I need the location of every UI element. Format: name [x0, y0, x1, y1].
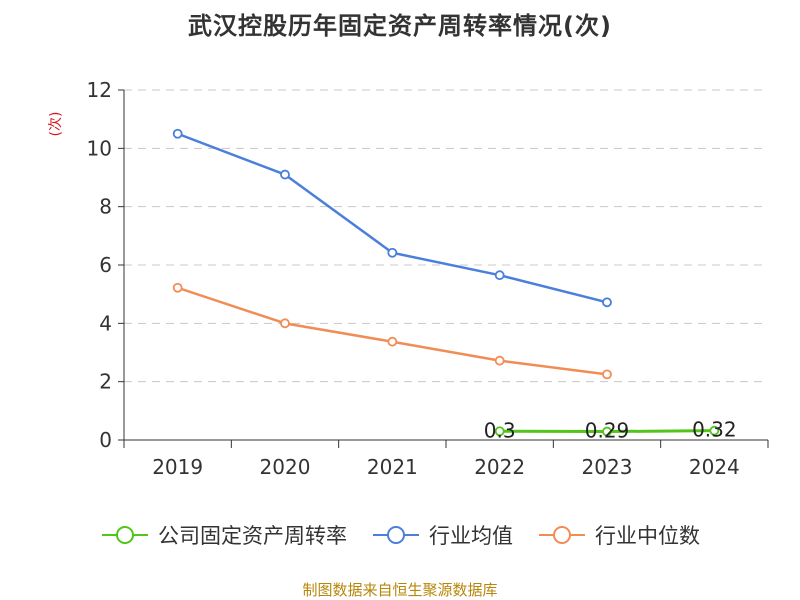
point-s2-2019 — [172, 282, 183, 293]
point-s1-2019 — [172, 128, 183, 139]
series-group — [172, 128, 720, 437]
point-s2-2022 — [494, 355, 505, 366]
point-s1-2021 — [387, 247, 398, 258]
point-s2-2021 — [387, 336, 398, 347]
point-s1-2020 — [280, 169, 290, 180]
legend-item-industry-median[interactable]: 行业中位数 — [537, 520, 700, 550]
series-line-1 — [177, 132, 608, 304]
y-tick-label-2: 2 — [99, 370, 112, 394]
point-s0-2023 — [602, 426, 612, 437]
x-tick-label-2020: 2020 — [260, 455, 311, 479]
x-tick-label-2021: 2021 — [367, 455, 418, 479]
y-tick-label-4: 4 — [99, 311, 112, 335]
y-axis-label: (次) — [48, 112, 64, 137]
point-s2-2020 — [280, 318, 290, 329]
axes: 0 2 4 6 8 10 12 2019 2020 2021 2022 2023 2024 — [87, 78, 769, 479]
y-tick-label-12: 12 — [87, 78, 112, 102]
legend-marker-industry-mean-icon — [373, 526, 419, 544]
data-source-note: 制图数据来自恒生聚源数据库 — [302, 581, 498, 599]
legend-label-industry-median: 行业中位数 — [595, 524, 700, 548]
x-tick-label-2022: 2022 — [474, 455, 525, 479]
y-tick-label-10: 10 — [87, 136, 112, 160]
y-tick-label-0: 0 — [99, 428, 112, 452]
x-tick-label-2019: 2019 — [152, 455, 203, 479]
legend-item-company[interactable]: 公司固定资产周转率 — [100, 520, 347, 550]
data-label-2024: 0.32 — [692, 418, 737, 442]
legend-label-industry-mean: 行业均值 — [429, 524, 513, 548]
grid-lines — [124, 89, 768, 383]
chart-title: 武汉控股历年固定资产周转率情况(次) — [188, 12, 612, 40]
x-tick-label-2023: 2023 — [582, 455, 633, 479]
data-label-2022: 0.3 — [484, 418, 516, 442]
legend-marker-industry-median-icon — [539, 526, 585, 544]
legend-label-company: 公司固定资产周转率 — [158, 524, 347, 548]
legend-item-industry-mean[interactable]: 行业均值 — [371, 520, 513, 550]
point-s1-2022 — [494, 270, 505, 281]
legend: 公司固定资产周转率 行业均值 行业中位数 — [0, 520, 800, 550]
data-labels: 0.3 0.29 0.32 — [484, 418, 737, 443]
point-s0-2022 — [494, 426, 505, 437]
data-label-2023: 0.29 — [585, 419, 630, 443]
x-tick-label-2024: 2024 — [689, 455, 740, 479]
point-s2-2023 — [602, 369, 612, 380]
legend-marker-company-icon — [102, 526, 148, 544]
y-tick-label-8: 8 — [99, 195, 112, 219]
point-s1-2023 — [602, 297, 612, 308]
series-line-2 — [177, 286, 608, 376]
point-s0-2024 — [709, 425, 720, 436]
y-tick-label-6: 6 — [99, 253, 112, 277]
